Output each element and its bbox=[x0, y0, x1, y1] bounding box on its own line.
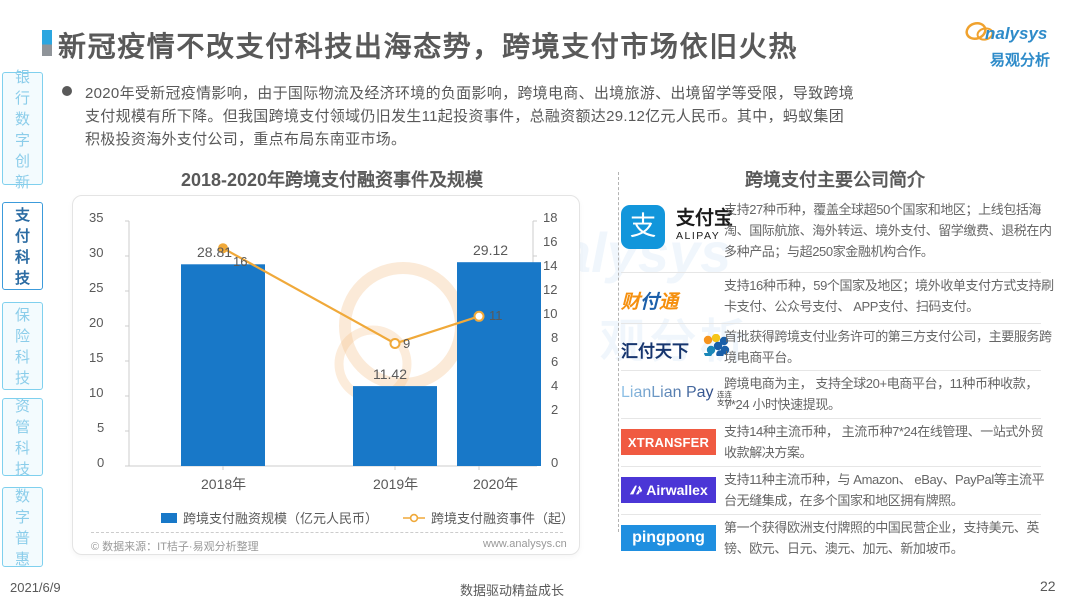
svg-text:支: 支 bbox=[630, 211, 657, 241]
svg-text:nalysys: nalysys bbox=[985, 24, 1047, 43]
